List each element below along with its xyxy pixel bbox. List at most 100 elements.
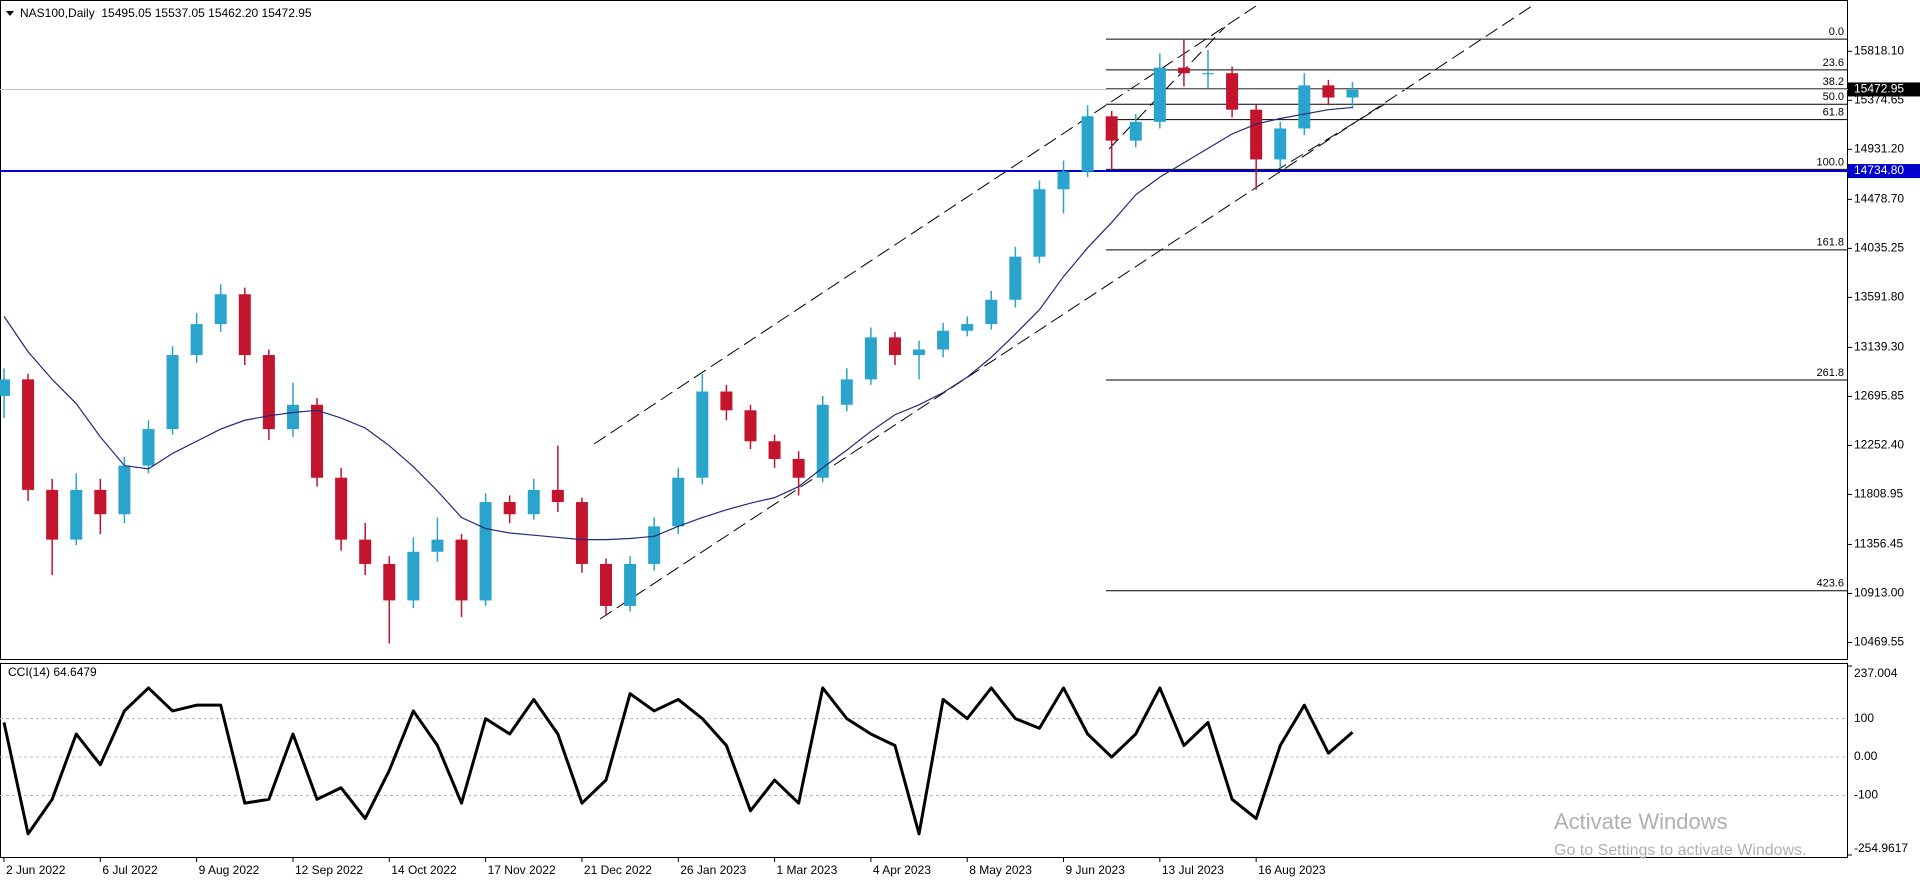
candle-body [214, 294, 227, 325]
x-tick-label: 2 Jun 2022 [6, 863, 66, 877]
candle-body [744, 410, 757, 442]
bid-price-label: 15472.95 [1854, 82, 1904, 96]
candle-body [22, 379, 35, 490]
candle-body [864, 337, 877, 380]
candle-body [672, 477, 685, 527]
fib-label: 0.0 [1829, 26, 1844, 38]
candle-body [383, 563, 396, 601]
candle-body [1057, 171, 1070, 190]
watermark-title: Activate Windows [1554, 809, 1728, 834]
y-tick-label: 100 [1854, 711, 1874, 725]
x-tick-label: 26 Jan 2023 [680, 863, 746, 877]
candle-body [94, 489, 107, 515]
candle-body [118, 465, 131, 515]
candle-body [816, 404, 829, 478]
candle-body [1202, 73, 1214, 75]
channel-lower [599, 5, 1533, 620]
x-tick-label: 1 Mar 2023 [777, 863, 838, 877]
fib-label: 100.0 [1816, 156, 1844, 168]
candle-body [0, 379, 10, 396]
y-tick-label: 14931.20 [1854, 142, 1904, 156]
candle-body [46, 489, 59, 540]
x-tick-label: 13 Jul 2023 [1162, 863, 1224, 877]
y-tick-label: 14035.25 [1854, 241, 1904, 255]
candle-body [1153, 67, 1166, 122]
cci-panel-frame [0, 663, 1848, 858]
candle-body [479, 502, 492, 601]
candle-body [262, 355, 275, 430]
symbol-header: NAS100,Daily 15495.05 15537.05 15462.20 … [20, 6, 312, 20]
menu-arrow[interactable] [6, 11, 14, 16]
cci-line [2, 686, 1354, 836]
candle-body [286, 404, 299, 430]
y-tick-label: 10469.55 [1854, 635, 1904, 649]
candle-body [166, 355, 179, 430]
candle-body [768, 441, 781, 459]
y-tick-label: 237.004 [1854, 666, 1898, 680]
candle-body [1250, 109, 1263, 160]
candle-body [624, 563, 637, 606]
x-tick-label: 4 Apr 2023 [873, 863, 931, 877]
y-tick-label: 12695.85 [1854, 389, 1904, 403]
x-tick-label: 6 Jul 2022 [102, 863, 158, 877]
y-tick-label: 11356.45 [1854, 537, 1903, 551]
y-tick-label: 15818.10 [1854, 43, 1904, 57]
candle-body [311, 404, 324, 478]
candle-body [551, 489, 564, 503]
x-tick-label: 9 Jun 2023 [1066, 863, 1126, 877]
candle-body [1177, 67, 1190, 74]
y-tick-label: 13139.30 [1854, 340, 1904, 354]
fib-label: 23.6 [1823, 57, 1844, 69]
candle-body [431, 539, 444, 552]
x-tick-label: 9 Aug 2022 [199, 863, 260, 877]
trendlines [593, 5, 1533, 620]
candle-body [961, 324, 974, 331]
moving-average [3, 106, 1353, 541]
candle-body [1105, 116, 1118, 141]
x-tick-label: 8 May 2023 [969, 863, 1032, 877]
candle-body [190, 324, 203, 356]
candle-body [527, 489, 540, 515]
fib-label: 50.0 [1823, 91, 1844, 103]
x-tick-label: 14 Oct 2022 [391, 863, 457, 877]
candle-body [985, 299, 998, 325]
y-tick-label: 12252.40 [1854, 438, 1904, 452]
candle-body [503, 502, 516, 515]
candle-body [600, 563, 612, 606]
main-panel-frame [0, 0, 1848, 660]
candle-body [407, 551, 420, 601]
hline-price-label: 14734.80 [1854, 163, 1904, 177]
candle-body [359, 539, 372, 564]
candle-body [1298, 85, 1311, 129]
x-tick-label: 16 Aug 2023 [1258, 863, 1326, 877]
y-tick-label: 13591.80 [1854, 290, 1904, 304]
channel-inner-2 [1273, 103, 1386, 173]
fib-label: 423.6 [1816, 578, 1844, 590]
x-tick-label: 17 Nov 2022 [488, 863, 556, 877]
candle-body [1081, 116, 1094, 172]
y-tick-label: -100 [1854, 788, 1878, 802]
candle-body [648, 526, 661, 564]
candle-body [1009, 256, 1022, 300]
fib-label: 161.8 [1816, 237, 1844, 249]
candle-body [913, 349, 926, 356]
candle-body [1033, 189, 1046, 257]
candle-body [792, 458, 805, 478]
channel-inner [1108, 26, 1226, 150]
y-tick-label: 0.00 [1854, 749, 1878, 763]
x-tick-label: 21 Dec 2022 [584, 863, 652, 877]
candle-body [1346, 89, 1359, 98]
candle-body [840, 379, 853, 405]
fib-label: 261.8 [1816, 367, 1844, 379]
candle-body [1129, 121, 1142, 141]
y-tick-label: 10913.00 [1854, 586, 1904, 600]
y-tick-label: -254.9617 [1854, 841, 1908, 855]
candle-body [142, 429, 155, 466]
candle-body [575, 502, 588, 564]
candle-body [238, 294, 251, 356]
y-tick-label: 14478.70 [1854, 192, 1904, 206]
candle-body [937, 330, 950, 350]
fib-label: 61.8 [1823, 107, 1844, 119]
candle-body [1274, 128, 1287, 160]
